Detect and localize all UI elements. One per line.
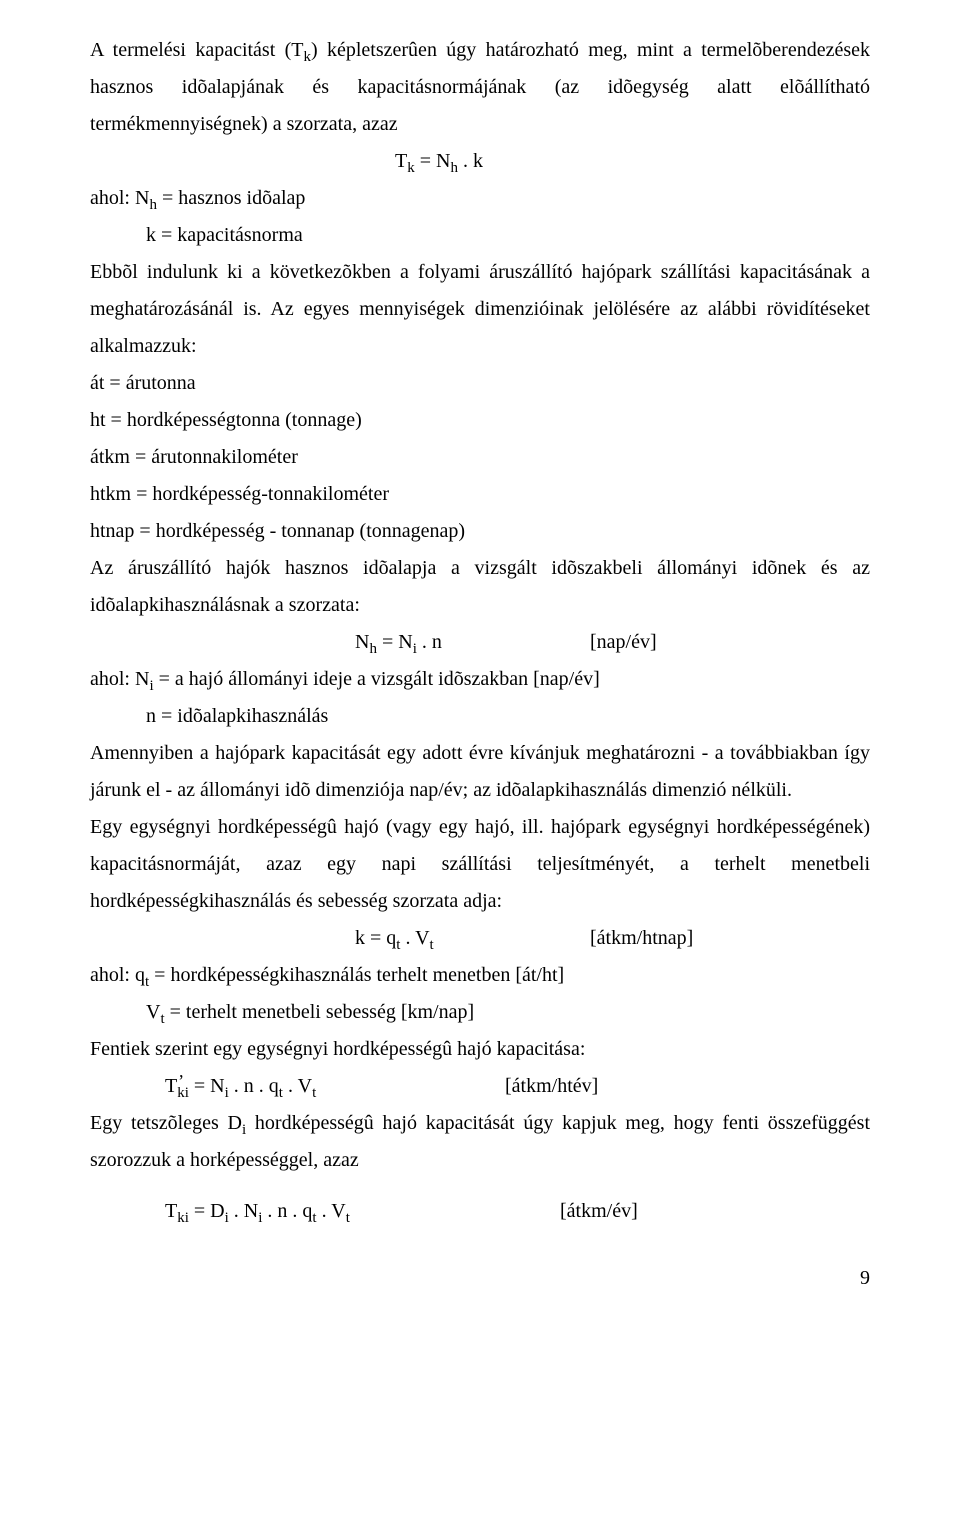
text: ahol: q: [90, 964, 145, 986]
formula-text: . V: [400, 927, 429, 949]
formula-body: Tki = Di . Ni . n . qt . Vt: [165, 1193, 560, 1230]
para-derivation: Ebbõl indulunk ki a következõkben a foly…: [90, 254, 870, 365]
def-htnap: htnap = hordképesség - tonnanap (tonnage…: [90, 513, 870, 550]
subscript: h: [369, 641, 377, 657]
where-ni: ahol: Ni = a hajó állományi ideje a vizs…: [90, 661, 870, 698]
formula-k: k = qt . Vt [átkm/htnap]: [90, 920, 870, 957]
text: Egy tetszõleges D: [90, 1112, 242, 1134]
page-number: 9: [90, 1260, 870, 1297]
formula-text: N: [355, 631, 369, 653]
subscript: k: [407, 160, 415, 176]
formula-text: T: [165, 1075, 177, 1097]
subscript: t: [346, 1210, 350, 1226]
subscript: t: [312, 1085, 316, 1101]
text: = a hajó állományi ideje a vizsgált idõs…: [154, 668, 600, 690]
subscript: ki: [177, 1085, 189, 1101]
para-arbitrary-di: Egy tetszõleges Di hordképességû hajó ka…: [90, 1105, 870, 1179]
where-n: n = idõalapkihasználás: [90, 698, 870, 735]
para-intro: A termelési kapacitást (Tk) képletszerûe…: [90, 32, 870, 143]
text: = terhelt menetbeli sebesség [km/nap]: [165, 1001, 475, 1023]
formula-body: k = qt . Vt: [355, 920, 590, 957]
where-vt: Vt = terhelt menetbeli sebesség [km/nap]: [90, 994, 870, 1031]
formula-text: . n . q: [229, 1075, 279, 1097]
def-atkm: átkm = árutonnakilométer: [90, 439, 870, 476]
subscript-mark: ki: [177, 1075, 189, 1097]
formula-text: = N: [415, 150, 451, 172]
formula-text: T: [165, 1200, 177, 1222]
formula-text: = D: [189, 1200, 225, 1222]
formula-body: Tki = Ni . n . qt . Vt: [165, 1068, 505, 1105]
formula-unit: [átkm/htév]: [505, 1068, 598, 1105]
formula-text: . n . q: [262, 1200, 312, 1222]
subscript: h: [149, 197, 157, 213]
formula-text: . N: [229, 1200, 258, 1222]
formula-text: = N: [189, 1075, 225, 1097]
formula-text: . n: [417, 631, 442, 653]
text: V: [146, 1001, 160, 1023]
def-at: át = árutonna: [90, 365, 870, 402]
para-timebase: Az áruszállító hajók hasznos idõalapja a…: [90, 550, 870, 624]
formula-body: Nh = Ni . n: [355, 624, 590, 661]
formula-text: k = q: [355, 927, 396, 949]
subscript: k: [304, 49, 312, 65]
formula-text: . V: [283, 1075, 312, 1097]
def-ht: ht = hordképességtonna (tonnage): [90, 402, 870, 439]
subscript: t: [430, 937, 434, 953]
para-yearly: Amennyiben a hajópark kapacitását egy ad…: [90, 735, 870, 809]
where-qt: ahol: qt = hordképességkihasználás terhe…: [90, 957, 870, 994]
text: ahol: N: [90, 668, 149, 690]
formula-unit: [átkm/htnap]: [590, 920, 693, 957]
where-nh: ahol: Nh = hasznos idõalap: [90, 180, 870, 217]
formula-text: . k: [458, 150, 483, 172]
formula-tki-unit: Tki = Ni . n . qt . Vt [átkm/htév]: [90, 1068, 870, 1105]
formula-text: . V: [317, 1200, 346, 1222]
para-unit-capacity: Fentiek szerint egy egységnyi hordképess…: [90, 1031, 870, 1068]
text: A termelési kapacitást (T: [90, 39, 304, 61]
formula-tk: Tk = Nh . k: [90, 143, 870, 180]
formula-unit: [nap/év]: [590, 624, 657, 661]
formula-nh: Nh = Ni . n [nap/év]: [90, 624, 870, 661]
where-k: k = kapacitásnorma: [90, 217, 870, 254]
subscript: ki: [177, 1210, 189, 1226]
formula-tki-full: Tki = Di . Ni . n . qt . Vt [átkm/év]: [90, 1193, 870, 1230]
formula-unit: [átkm/év]: [560, 1193, 638, 1230]
def-htkm: htkm = hordképesség-tonnakilométer: [90, 476, 870, 513]
text: = hasznos idõalap: [157, 187, 305, 209]
para-kapacitasnorma: Egy egységnyi hordképességû hajó (vagy e…: [90, 809, 870, 920]
formula-text: T: [395, 150, 407, 172]
text: ahol: N: [90, 187, 149, 209]
formula-text: = N: [377, 631, 413, 653]
text: = hordképességkihasználás terhelt menetb…: [149, 964, 564, 986]
subscript: h: [450, 160, 458, 176]
